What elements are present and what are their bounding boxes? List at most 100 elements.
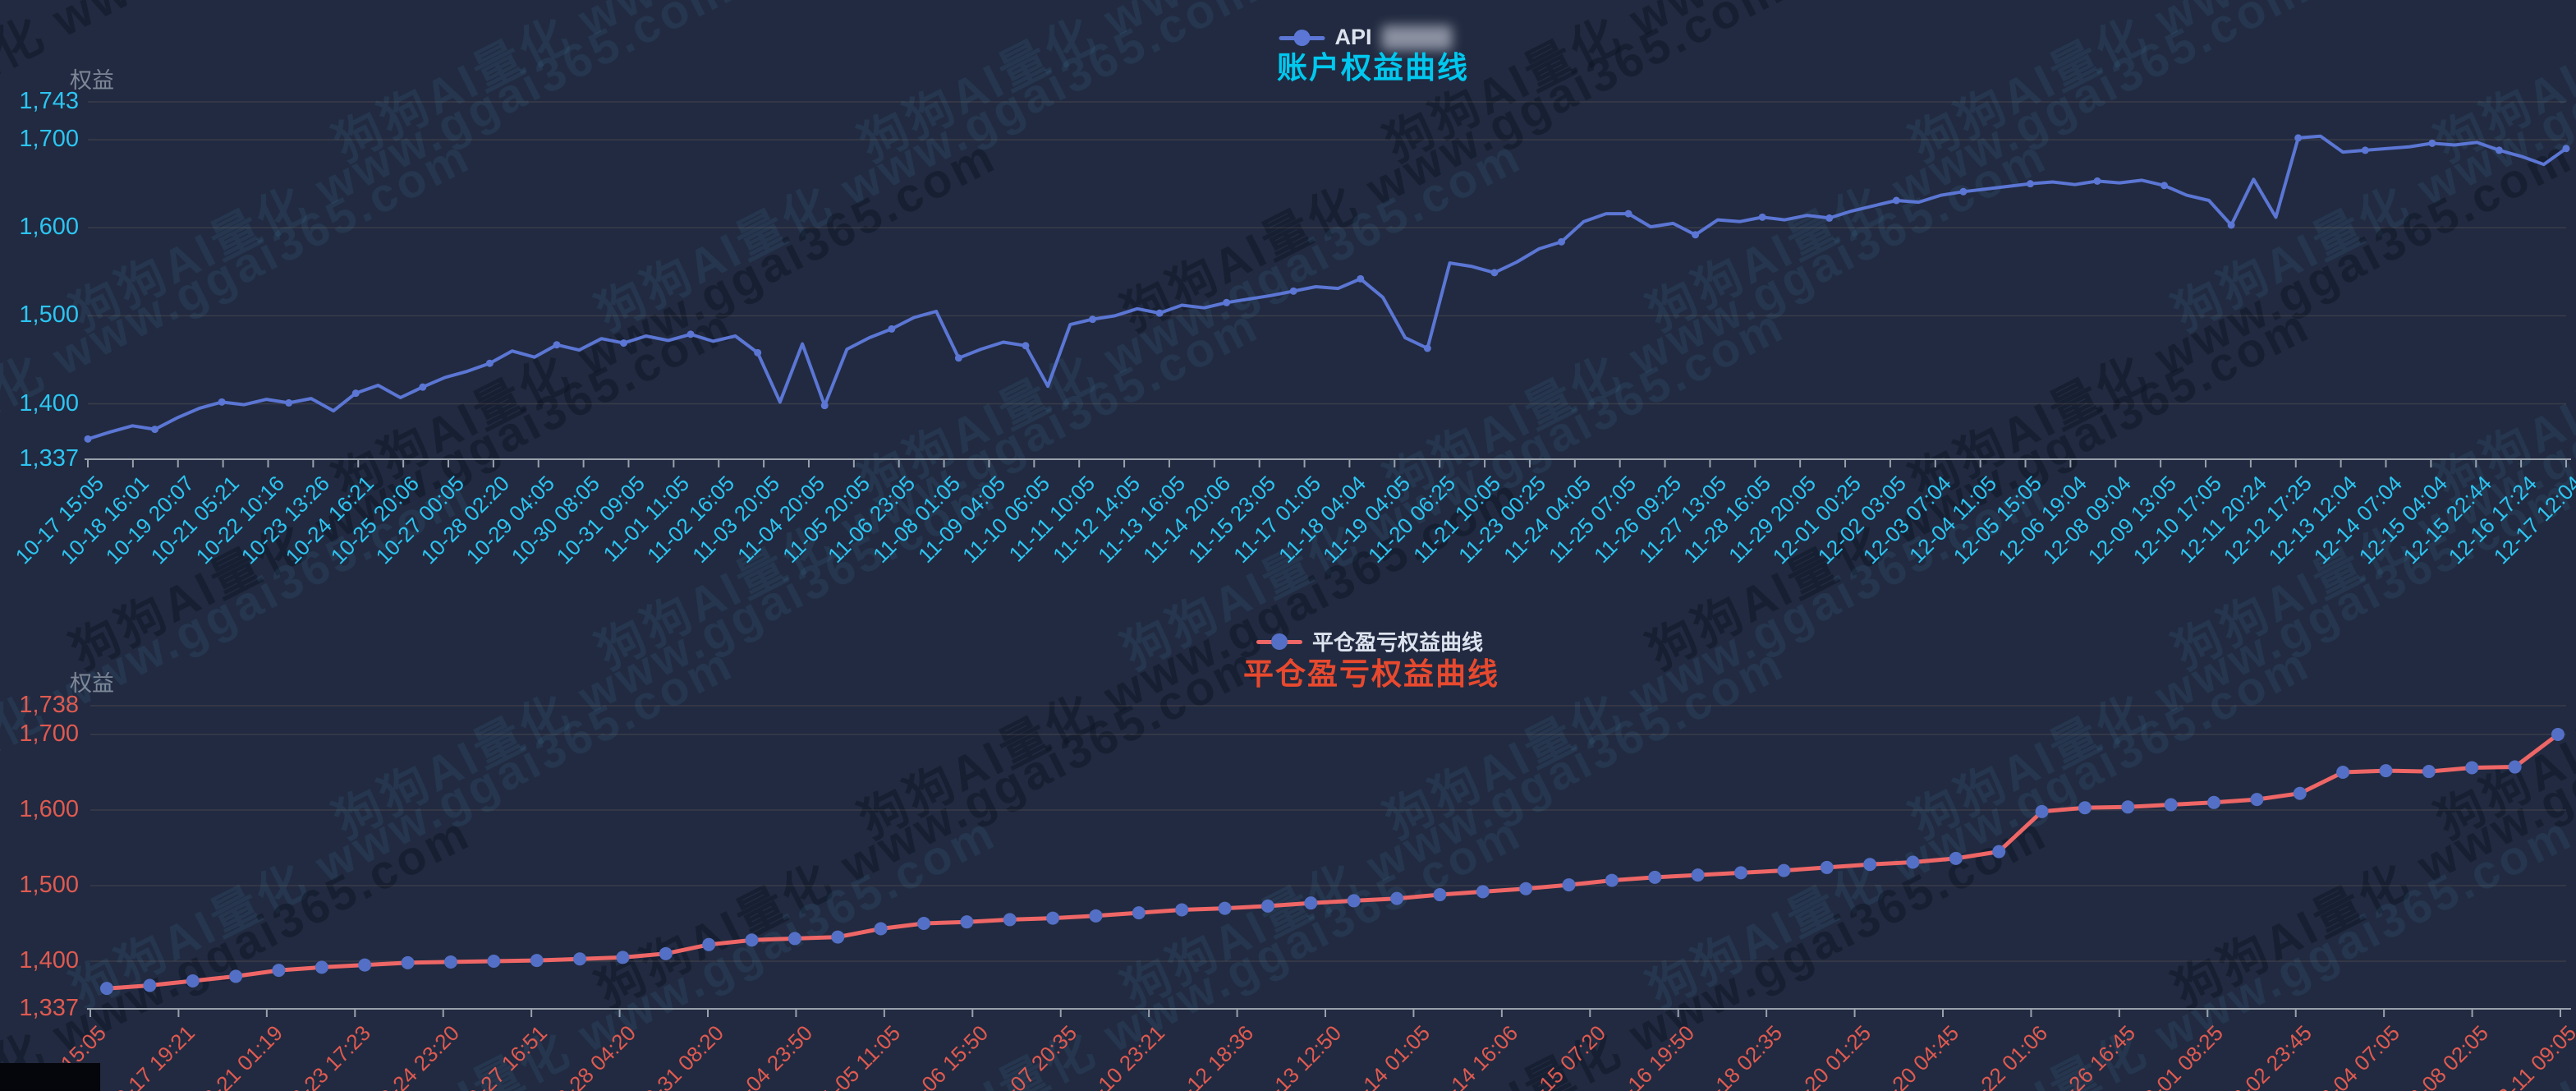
data-point-marker xyxy=(1992,845,2006,859)
legend-label-account: API xyxy=(1334,25,1372,49)
y-tick-label: 1,738 xyxy=(19,692,79,718)
data-point-marker xyxy=(2495,146,2503,154)
data-point-marker xyxy=(874,922,888,936)
data-point-marker xyxy=(151,426,159,434)
data-point-marker xyxy=(1260,899,1274,913)
data-point-marker xyxy=(358,958,372,972)
data-point-marker xyxy=(1304,896,1318,910)
data-point-marker xyxy=(2336,765,2350,779)
data-point-marker xyxy=(487,955,501,969)
data-point-marker xyxy=(84,435,92,443)
data-point-marker xyxy=(272,964,286,978)
data-point-marker xyxy=(954,354,962,362)
data-point-marker xyxy=(2207,795,2221,809)
data-point-marker xyxy=(1089,315,1097,324)
data-point-marker xyxy=(620,339,628,348)
data-point-marker xyxy=(2164,798,2178,812)
data-point-marker xyxy=(2465,761,2479,775)
data-point-marker xyxy=(1863,858,1877,872)
data-point-marker xyxy=(1433,888,1447,902)
corner-overlay xyxy=(0,1063,100,1091)
data-point-marker xyxy=(2093,177,2101,185)
data-point-marker xyxy=(2422,765,2436,779)
data-point-marker xyxy=(1624,209,1632,218)
data-point-marker xyxy=(573,952,587,966)
data-point-marker xyxy=(1949,851,1963,865)
data-point-marker xyxy=(917,917,930,931)
data-point-marker xyxy=(2035,804,2049,818)
data-point-marker xyxy=(2562,145,2570,153)
legend-line-dot-icon xyxy=(1279,29,1325,46)
data-point-marker xyxy=(1089,909,1103,923)
data-point-marker xyxy=(2293,786,2307,800)
data-point-marker xyxy=(285,398,293,407)
y-tick-label: 1,400 xyxy=(19,389,79,417)
data-point-marker xyxy=(485,359,494,367)
data-point-marker xyxy=(1648,870,1662,884)
data-point-marker xyxy=(401,955,415,969)
y-tick-label: 1,743 xyxy=(19,88,79,114)
legend-line-dot-icon xyxy=(1256,633,1302,650)
data-point-marker xyxy=(1758,213,1766,221)
data-point-marker xyxy=(100,982,113,996)
data-point-marker xyxy=(2428,139,2436,147)
data-point-marker xyxy=(2379,764,2393,778)
y-tick-label: 1,600 xyxy=(19,795,79,822)
data-point-marker xyxy=(616,951,630,964)
y-tick-label: 1,500 xyxy=(19,302,79,329)
data-point-marker xyxy=(351,389,360,398)
data-point-marker xyxy=(1357,274,1365,283)
y-tick-label: 1,500 xyxy=(19,872,79,898)
data-point-marker xyxy=(1825,214,1834,222)
legend-label-closed-pnl: 平仓盈亏权益曲线 xyxy=(1311,630,1484,655)
data-point-marker xyxy=(1390,891,1404,905)
data-point-marker xyxy=(1218,901,1232,915)
data-point-marker xyxy=(2551,727,2565,741)
series-line xyxy=(104,732,2560,991)
data-point-marker xyxy=(1223,298,1231,306)
data-point-marker xyxy=(2078,801,2092,815)
data-point-marker xyxy=(530,954,544,968)
data-point-marker xyxy=(2227,221,2235,229)
chart-title-closed-pnl: 平仓盈亏权益曲线 xyxy=(1243,657,1499,691)
y-tick-label: 1,600 xyxy=(19,214,79,241)
y-axis-name-account: 权益 xyxy=(70,68,114,93)
chart-title-account: 账户权益曲线 xyxy=(1277,51,1469,85)
data-point-marker xyxy=(315,960,328,974)
data-point-marker xyxy=(1046,911,1060,925)
data-point-marker xyxy=(1557,237,1565,246)
data-point-marker xyxy=(553,341,561,349)
data-point-marker xyxy=(745,933,759,947)
legend-item-closed-pnl[interactable]: 平仓盈亏权益曲线 xyxy=(1256,626,1483,656)
data-point-marker xyxy=(1892,196,1900,205)
y-tick-label: 1,337 xyxy=(19,995,79,1021)
data-point-marker xyxy=(1906,855,1920,869)
data-point-marker xyxy=(1289,287,1297,295)
data-point-marker xyxy=(1692,231,1700,239)
data-point-marker xyxy=(2294,134,2303,142)
data-point-marker xyxy=(1347,894,1361,908)
data-point-marker xyxy=(2508,760,2522,774)
data-point-marker xyxy=(229,969,243,983)
data-point-marker xyxy=(659,946,673,960)
data-point-marker xyxy=(443,955,457,969)
data-point-marker xyxy=(1691,868,1705,882)
data-point-marker xyxy=(1490,269,1499,277)
data-point-marker xyxy=(1519,882,1533,895)
data-point-marker xyxy=(1734,866,1747,880)
data-point-marker xyxy=(1175,903,1189,917)
data-point-marker xyxy=(787,932,801,946)
data-point-marker xyxy=(686,330,695,338)
legend-item-account[interactable]: API xyxy=(1279,25,1453,50)
y-tick-label: 1,400 xyxy=(19,947,79,974)
data-point-marker xyxy=(1820,860,1834,874)
series-line xyxy=(86,134,2568,441)
data-point-marker xyxy=(888,325,896,333)
data-point-marker xyxy=(960,915,974,929)
data-point-marker xyxy=(1423,344,1431,352)
data-point-marker xyxy=(1132,906,1146,920)
